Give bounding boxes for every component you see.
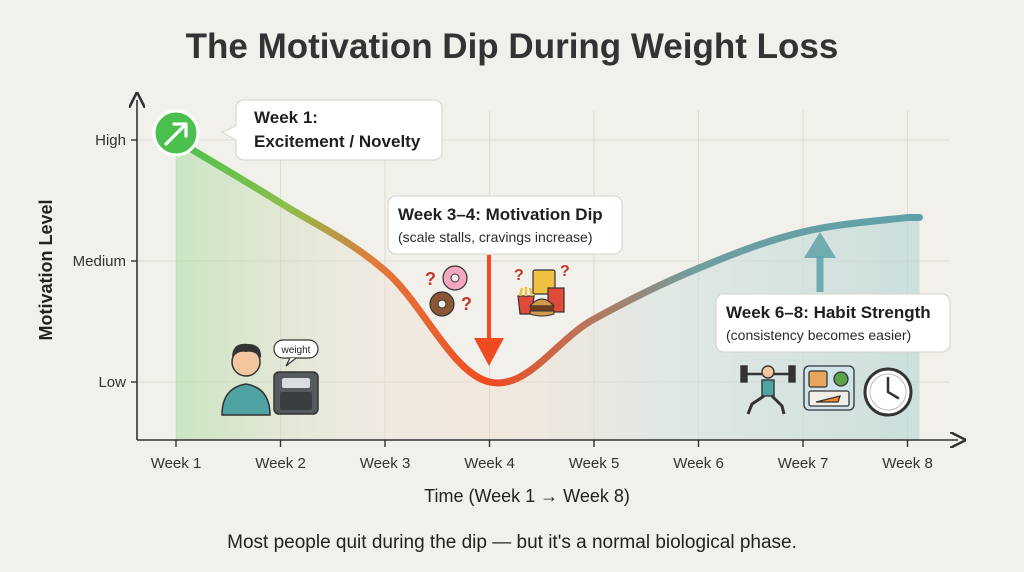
x-ticks: Week 1 Week 2 Week 3 Week 4 Week 5 Week 6 Week… — [151, 440, 933, 472]
question-mark-4: ? — [560, 263, 570, 280]
x-tick-label: Week 4 — [464, 455, 515, 472]
callout-week-6-8: Week 6–8: Habit Strength (consistency be… — [715, 293, 951, 353]
fast-food-icon — [517, 269, 565, 317]
bathroom-scale-icon — [273, 371, 319, 415]
y-tick-label: Low — [98, 374, 126, 391]
callout-habit-subtitle: (consistency becomes easier) — [726, 327, 911, 343]
motivation-area — [176, 140, 920, 440]
series-line — [172, 136, 923, 387]
y-axis-label: Motivation Level — [36, 199, 56, 340]
callout-week-3-4: Week 3–4: Motivation Dip (scale stalls, … — [387, 195, 623, 255]
trend-up-icon — [152, 109, 200, 157]
callout-week-1-subtitle: Excitement / Novelty — [254, 132, 421, 151]
recovery-arrow — [804, 232, 836, 292]
lunge-workout-icon — [740, 365, 796, 415]
callout-week-1-title: Week 1: — [254, 108, 318, 127]
x-axis-label: Time (Week 1 → Week 8) — [424, 486, 630, 506]
x-tick-label: Week 3 — [360, 455, 411, 472]
question-mark-1: ? — [425, 269, 436, 289]
callout-dip-title: Week 3–4: Motivation Dip — [398, 205, 603, 224]
x-tick-label: Week 6 — [673, 455, 724, 472]
scale-bubble-text: weight — [281, 345, 311, 356]
x-tick-label: Week 1 — [151, 455, 202, 472]
y-tick-label: High — [95, 132, 126, 149]
scale-speech-bubble: weight — [273, 339, 319, 367]
callout-week-1: Week 1: Excitement / Novelty — [220, 99, 443, 161]
question-mark-2: ? — [461, 294, 472, 314]
y-tick-label: Medium — [73, 253, 126, 270]
x-tick-label: Week 5 — [569, 455, 620, 472]
donut-icon — [429, 265, 468, 317]
clock-icon — [863, 367, 913, 417]
person-icon — [221, 343, 271, 416]
y-ticks: Low Medium High — [73, 132, 137, 391]
meal-prep-icon — [803, 365, 855, 411]
x-tick-label: Week 7 — [778, 455, 829, 472]
chart-title: The Motivation Dip During Weight Loss — [186, 27, 839, 66]
callout-habit-title: Week 6–8: Habit Strength — [726, 303, 931, 322]
callout-dip-subtitle: (scale stalls, cravings increase) — [398, 229, 593, 245]
footer-note: Most people quit during the dip — but it… — [227, 532, 797, 553]
x-tick-label: Week 8 — [882, 455, 933, 472]
x-tick-label: Week 2 — [255, 455, 306, 472]
question-mark-3: ? — [514, 267, 524, 284]
dip-arrow — [474, 255, 504, 366]
